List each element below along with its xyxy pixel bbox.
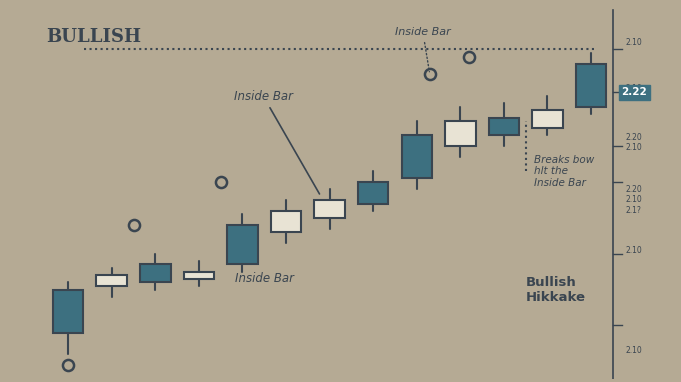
Text: Breaks bow
hlt the
Inside Bar: Breaks bow hlt the Inside Bar [535, 155, 595, 188]
Text: 2.22: 2.22 [622, 87, 648, 97]
Bar [184, 272, 214, 279]
Text: Inside Bar: Inside Bar [234, 89, 319, 194]
Bar [576, 64, 606, 107]
Bar [271, 211, 301, 232]
Bar [402, 136, 432, 178]
Bar [227, 225, 257, 264]
Text: BULLISH: BULLISH [46, 28, 142, 46]
Text: 2.20
2.10: 2.20 2.10 [626, 133, 643, 152]
Bar [489, 118, 519, 136]
Bar [97, 275, 127, 286]
Text: 2.10: 2.10 [626, 84, 643, 93]
Bar [445, 121, 475, 146]
Bar [358, 182, 388, 204]
Bar [53, 290, 83, 333]
Text: 2.20
2.10
2.1?: 2.20 2.10 2.1? [626, 185, 643, 215]
Text: 2.10: 2.10 [626, 38, 643, 47]
Text: Bullish
Hikkake: Bullish Hikkake [526, 275, 586, 304]
Bar [140, 264, 170, 282]
Bar [533, 110, 563, 128]
Text: 2.10: 2.10 [626, 246, 643, 255]
Text: 2.10: 2.10 [626, 346, 643, 355]
Text: Inside Bar: Inside Bar [235, 272, 294, 285]
Text: Inside Bar: Inside Bar [395, 27, 451, 72]
Bar [315, 200, 345, 218]
